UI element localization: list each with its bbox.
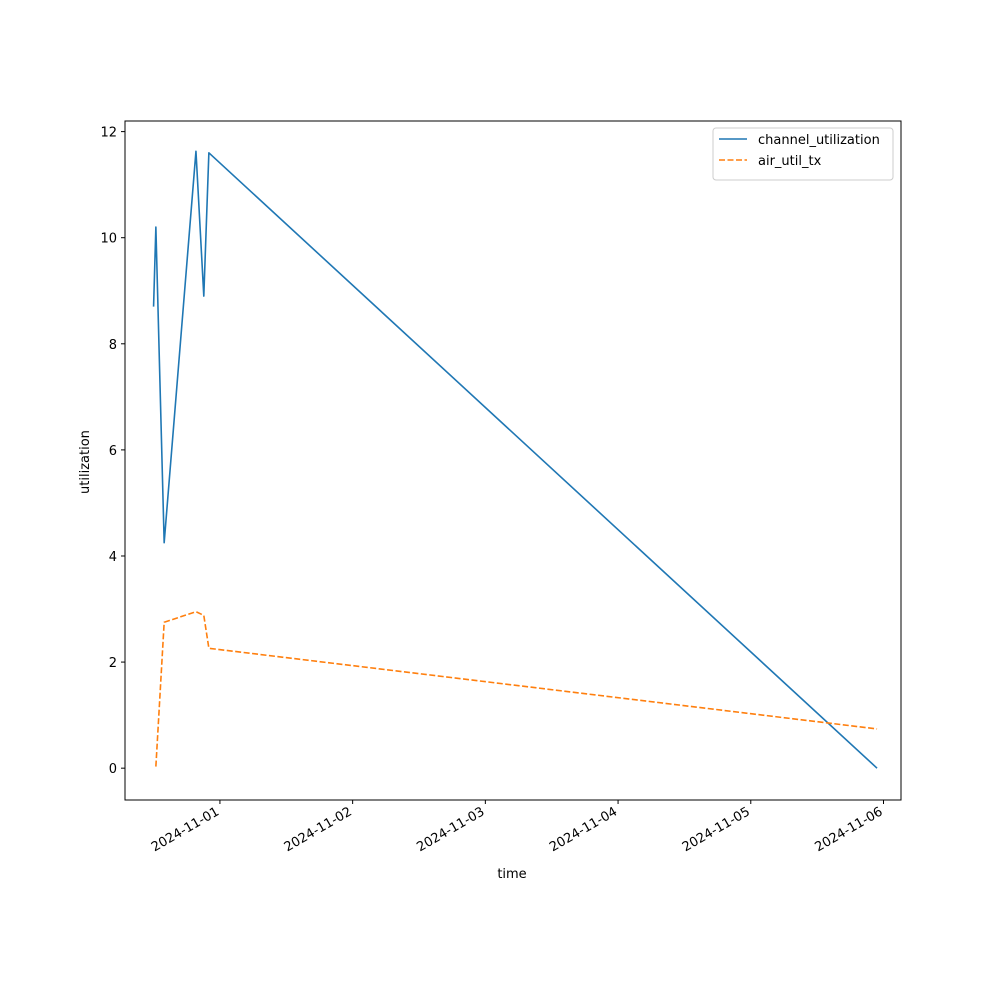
y-tick-label: 6 [109, 444, 117, 459]
x-axis-label: time [497, 867, 526, 882]
y-tick-label: 4 [109, 550, 117, 565]
plot-frame [124, 120, 902, 801]
series-line-channel-utilization [152, 150, 878, 769]
legend-box [712, 127, 894, 181]
y-axis: 0 2 4 6 8 10 12 [100, 126, 125, 777]
y-tick-label: 12 [100, 126, 117, 141]
series-layer [152, 150, 878, 769]
x-tick-label: 2024-11-05 [680, 804, 753, 855]
x-tick-label: 2024-11-04 [547, 804, 620, 855]
y-tick-label: 0 [109, 762, 117, 777]
y-axis-label: utilization [78, 430, 93, 494]
y-tick-label: 10 [100, 232, 117, 247]
x-tick-label: 2024-11-03 [414, 804, 487, 855]
x-tick-label: 2024-11-02 [282, 804, 355, 855]
y-tick-label: 2 [109, 656, 117, 671]
legend-label-air-util-tx: air_util_tx [758, 154, 822, 169]
series-line-air-util-tx [155, 610, 878, 767]
x-axis: 2024-11-01 2024-11-02 2024-11-03 2024-11-04… [149, 800, 886, 855]
x-tick-label: 2024-11-01 [149, 804, 222, 855]
plot-area [124, 120, 902, 801]
legend: channel_utilization air_util_tx [712, 127, 894, 181]
y-tick-label: 8 [109, 338, 117, 353]
x-tick-label: 2024-11-06 [813, 804, 886, 855]
legend-label-channel-utilization: channel_utilization [758, 133, 880, 148]
